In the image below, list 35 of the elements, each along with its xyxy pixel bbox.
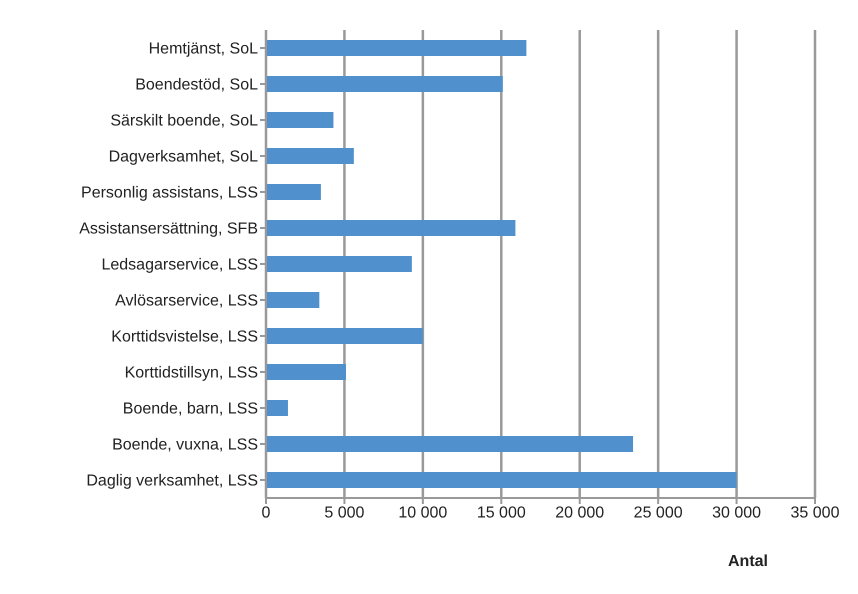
- x-tick-label: 15 000: [476, 504, 526, 522]
- bar: [266, 148, 354, 164]
- y-tick-label: Boendestöd, SoL: [135, 76, 258, 94]
- bar: [266, 256, 412, 272]
- y-tick-label: Hemtjänst, SoL: [148, 40, 258, 58]
- y-tick-label: Assistansersättning, SFB: [79, 220, 258, 238]
- bar: [266, 220, 516, 236]
- x-axis-title: Antal: [728, 553, 768, 571]
- y-tick-label: Ledsagarservice, LSS: [101, 256, 258, 274]
- y-tick-label: Korttidstillsyn, LSS: [124, 364, 258, 382]
- x-tick-label: 5 000: [324, 504, 365, 522]
- y-tick-label: Dagverksamhet, SoL: [108, 148, 258, 166]
- y-tick-label: Avlösarservice, LSS: [115, 292, 258, 310]
- bar: [266, 364, 346, 380]
- y-tick-label: Daglig verksamhet, LSS: [86, 472, 258, 490]
- x-tick-label: 35 000: [790, 504, 840, 522]
- x-tick-label: 25 000: [634, 504, 683, 522]
- bar: [266, 400, 288, 416]
- bar: [266, 184, 321, 200]
- x-tick-label: 30 000: [712, 504, 762, 522]
- x-tick-label: 0: [262, 504, 271, 522]
- x-tick-label: 10 000: [398, 504, 448, 522]
- x-tick-label: 20 000: [555, 504, 604, 522]
- y-tick-label: Särskilt boende, SoL: [110, 112, 258, 130]
- bar: [266, 472, 737, 488]
- y-tick-label: Boende, barn, LSS: [122, 400, 258, 418]
- bar: [266, 292, 320, 308]
- y-tick-label: Korttidsvistelse, LSS: [111, 328, 258, 346]
- bar: [266, 328, 423, 344]
- y-tick-label: Personlig assistans, LSS: [81, 184, 258, 202]
- bar: [266, 112, 334, 128]
- bar: [266, 436, 634, 452]
- bar: [266, 40, 526, 56]
- bar: [266, 76, 503, 92]
- y-tick-label: Boende, vuxna, LSS: [112, 436, 258, 454]
